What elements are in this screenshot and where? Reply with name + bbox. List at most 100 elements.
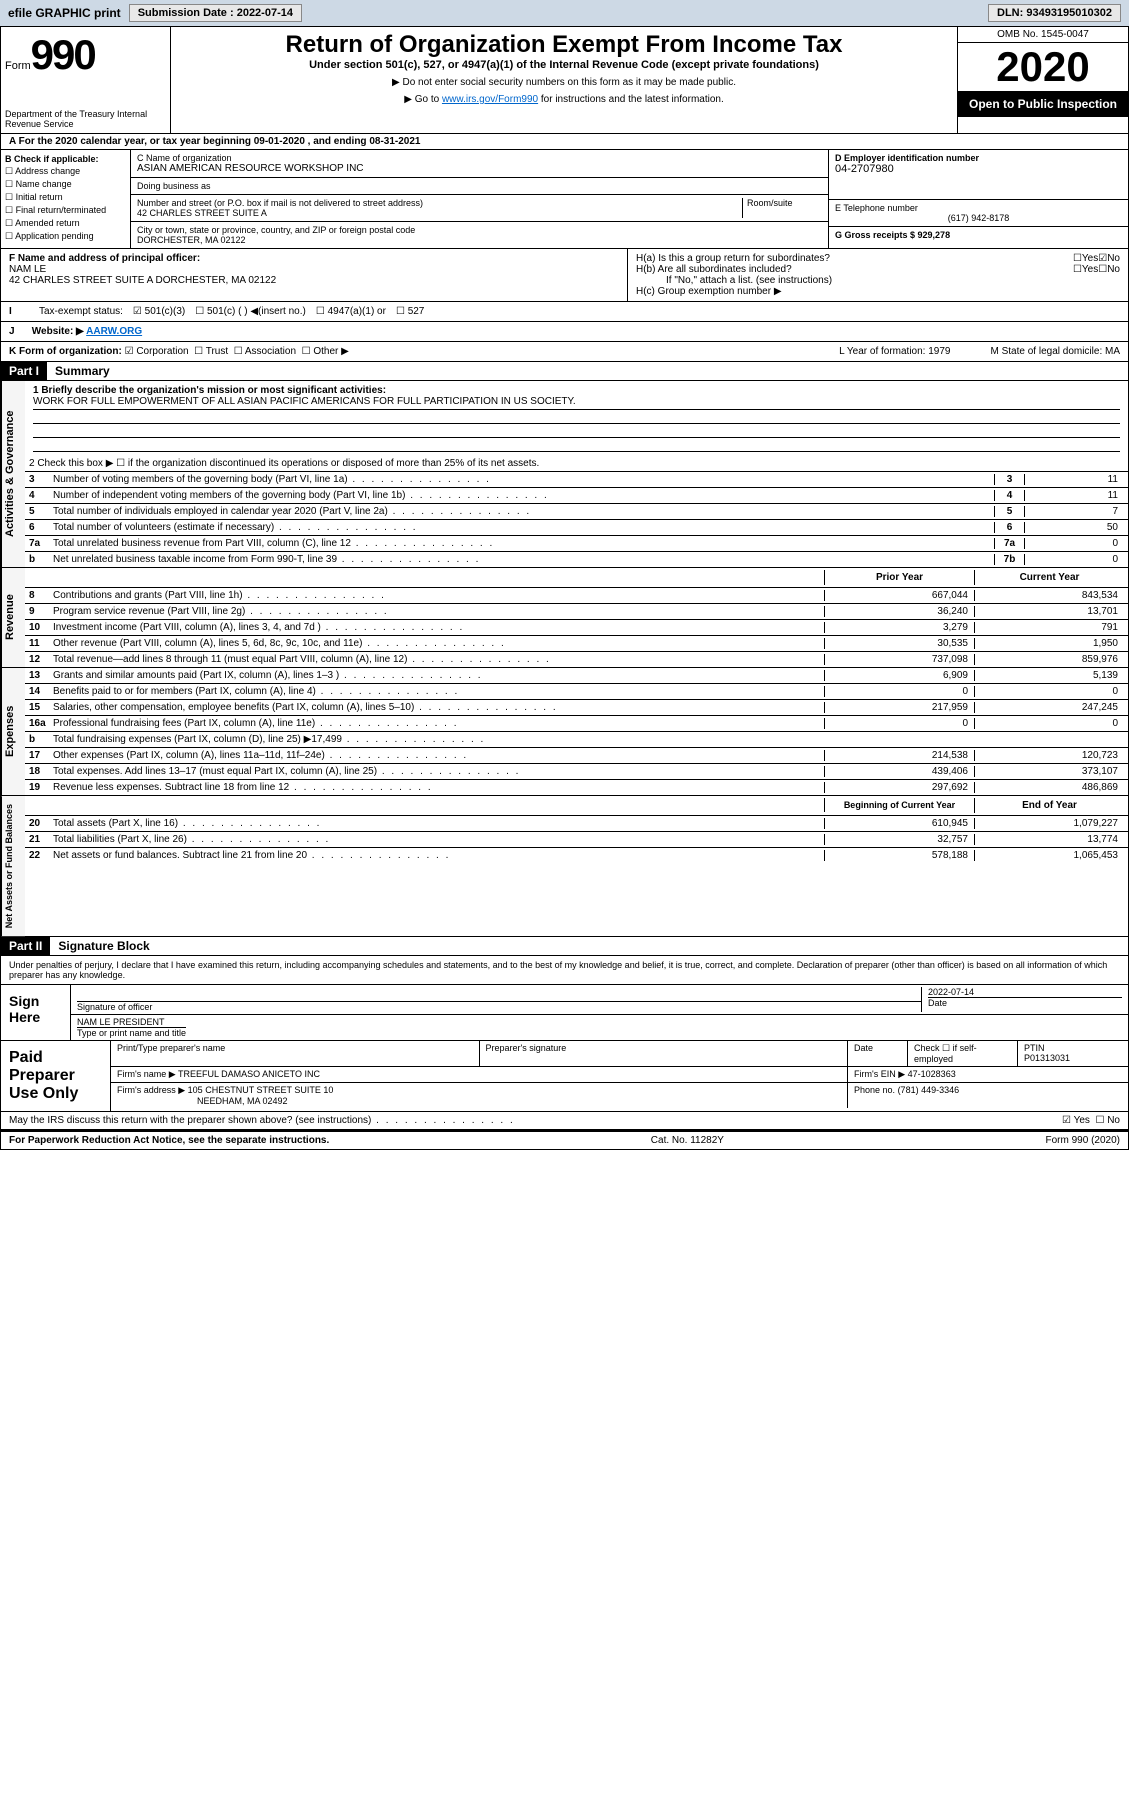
note-ssn: ▶ Do not enter social security numbers o…	[179, 77, 949, 88]
cb-501c3[interactable]: ☑ 501(c)(3)	[133, 306, 185, 317]
sig-date-value: 2022-07-14	[928, 987, 1122, 997]
exp-line-13: 13Grants and similar amounts paid (Part …	[25, 668, 1128, 684]
exp-line-18: 18Total expenses. Add lines 13–17 (must …	[25, 764, 1128, 780]
omb-number: OMB No. 1545-0047	[958, 27, 1128, 43]
officer-name: NAM LE	[9, 264, 619, 275]
tax-year-big: 2020	[958, 43, 1128, 91]
submission-date-button[interactable]: Submission Date : 2022-07-14	[129, 4, 302, 22]
form-header: Form990 Department of the Treasury Inter…	[0, 26, 1129, 134]
form-label: Form	[5, 60, 31, 72]
cb-initial-return[interactable]: ☐ Initial return	[5, 192, 126, 203]
cb-assoc[interactable]: ☐ Association	[234, 346, 296, 357]
firm-addr-label: Firm's address ▶	[117, 1085, 185, 1095]
sign-here-block: Sign Here Signature of officer 2022-07-1…	[0, 985, 1129, 1041]
cb-501c[interactable]: ☐ 501(c) ( ) ◀(insert no.)	[195, 306, 306, 317]
gov-line-3: 3Number of voting members of the governi…	[25, 472, 1128, 488]
firm-addr2: NEEDHAM, MA 02492	[117, 1096, 288, 1106]
website-label: Website: ▶	[32, 326, 84, 337]
firm-name-label: Firm's name ▶	[117, 1069, 176, 1079]
cb-no[interactable]: ☐ No	[1095, 1115, 1120, 1126]
part1-title: Summary	[47, 362, 118, 380]
cb-app-pending[interactable]: ☐ Application pending	[5, 231, 126, 242]
part2-title: Signature Block	[50, 937, 157, 955]
revenue-vert-label: Revenue	[1, 568, 25, 667]
sig-officer-label: Signature of officer	[77, 1001, 921, 1012]
gov-line-7a: 7aTotal unrelated business revenue from …	[25, 536, 1128, 552]
cb-final-return[interactable]: ☐ Final return/terminated	[5, 205, 126, 216]
officer-addr: 42 CHARLES STREET SUITE A DORCHESTER, MA…	[9, 275, 619, 286]
ha-label: H(a) Is this a group return for subordin…	[636, 253, 1073, 264]
form-subtitle: Under section 501(c), 527, or 4947(a)(1)…	[179, 59, 949, 71]
section-i-block: I Tax-exempt status: ☑ 501(c)(3) ☐ 501(c…	[0, 302, 1129, 322]
cb-other[interactable]: ☐ Other ▶	[302, 346, 349, 357]
cb-name-change[interactable]: ☐ Name change	[5, 179, 126, 190]
officer-printed-name: NAM LE PRESIDENT	[77, 1017, 186, 1027]
expenses-section: Expenses 13Grants and similar amounts pa…	[0, 668, 1129, 796]
exp-line-19: 19Revenue less expenses. Subtract line 1…	[25, 780, 1128, 795]
addr-label: Number and street (or P.O. box if mail i…	[137, 198, 742, 208]
gov-line-b: bNet unrelated business taxable income f…	[25, 552, 1128, 567]
cb-yes[interactable]: ☑ Yes	[1062, 1115, 1090, 1126]
netassets-vert-label: Net Assets or Fund Balances	[1, 796, 25, 936]
firm-addr1: 105 CHESTNUT STREET SUITE 10	[188, 1085, 334, 1095]
state-domicile: M State of legal domicile: MA	[991, 346, 1121, 357]
cb-amended[interactable]: ☐ Amended return	[5, 218, 126, 229]
cb-527[interactable]: ☐ 527	[396, 306, 424, 317]
prep-phone: (781) 449-3346	[898, 1085, 960, 1095]
dept-label: Department of the Treasury Internal Reve…	[5, 109, 166, 129]
gov-line-4: 4Number of independent voting members of…	[25, 488, 1128, 504]
cat-no: Cat. No. 11282Y	[651, 1135, 724, 1146]
room-label: Room/suite	[742, 198, 822, 218]
city-label: City or town, state or province, country…	[137, 225, 822, 235]
ptin-label: PTIN	[1024, 1043, 1045, 1053]
rev-line-11: 11Other revenue (Part VIII, column (A), …	[25, 636, 1128, 652]
tax-year-line: A For the 2020 calendar year, or tax yea…	[0, 134, 1129, 150]
form-org-label: K Form of organization:	[9, 346, 122, 357]
gov-line-5: 5Total number of individuals employed in…	[25, 504, 1128, 520]
rev-line-12: 12Total revenue—add lines 8 through 11 (…	[25, 652, 1128, 667]
rev-line-10: 10Investment income (Part VIII, column (…	[25, 620, 1128, 636]
cb-corp[interactable]: ☑ Corporation	[125, 346, 189, 357]
declaration: Under penalties of perjury, I declare th…	[0, 956, 1129, 985]
top-toolbar: efile GRAPHIC print Submission Date : 20…	[0, 0, 1129, 26]
prep-phone-label: Phone no.	[854, 1085, 895, 1095]
prep-sig-label: Preparer's signature	[480, 1041, 849, 1066]
form-title: Return of Organization Exempt From Incom…	[179, 31, 949, 59]
website-link[interactable]: AARW.ORG	[86, 326, 142, 337]
date-label: Date	[928, 997, 1122, 1008]
governance-vert-label: Activities & Governance	[1, 381, 25, 567]
form-number: 990	[31, 31, 95, 78]
gov-line-6: 6Total number of volunteers (estimate if…	[25, 520, 1128, 536]
check-self-label: Check ☐ if self-employed	[908, 1041, 1018, 1066]
prep-name-label: Print/Type preparer's name	[111, 1041, 480, 1066]
part2-header: Part II	[1, 937, 50, 955]
cb-trust[interactable]: ☐ Trust	[194, 346, 228, 357]
officer-label: F Name and address of principal officer:	[9, 253, 619, 264]
firm-ein: 47-1028363	[908, 1069, 956, 1079]
addr-value: 42 CHARLES STREET SUITE A	[137, 208, 742, 218]
section-f-block: F Name and address of principal officer:…	[0, 249, 1129, 302]
exp-line-16a: 16aProfessional fundraising fees (Part I…	[25, 716, 1128, 732]
cb-4947[interactable]: ☐ 4947(a)(1) or	[316, 306, 386, 317]
governance-section: Activities & Governance 1 Briefly descri…	[0, 381, 1129, 568]
mission-text: WORK FOR FULL EMPOWERMENT OF ALL ASIAN P…	[33, 396, 1120, 410]
ein-label: D Employer identification number	[835, 153, 1122, 163]
net-line-21: 21Total liabilities (Part X, line 26)32,…	[25, 832, 1128, 848]
part1-header: Part I	[1, 362, 47, 380]
exp-line-17: 17Other expenses (Part IX, column (A), l…	[25, 748, 1128, 764]
gross-receipts: G Gross receipts $ 929,278	[829, 227, 1128, 243]
may-irs-row: May the IRS discuss this return with the…	[0, 1112, 1129, 1130]
paid-preparer-block: Paid Preparer Use Only Print/Type prepar…	[0, 1041, 1129, 1112]
end-year-header: End of Year	[974, 798, 1124, 813]
rev-line-9: 9Program service revenue (Part VIII, lin…	[25, 604, 1128, 620]
exp-line-14: 14Benefits paid to or for members (Part …	[25, 684, 1128, 700]
cb-address-change[interactable]: ☐ Address change	[5, 166, 126, 177]
net-line-22: 22Net assets or fund balances. Subtract …	[25, 848, 1128, 863]
section-j-block: J Website: ▶ AARW.ORG	[0, 322, 1129, 342]
net-line-20: 20Total assets (Part X, line 16)610,9451…	[25, 816, 1128, 832]
form-footer: Form 990 (2020)	[1046, 1135, 1120, 1146]
irs-link[interactable]: www.irs.gov/Form990	[442, 94, 538, 105]
type-name-label: Type or print name and title	[77, 1027, 186, 1038]
exp-line-15: 15Salaries, other compensation, employee…	[25, 700, 1128, 716]
dln-button[interactable]: DLN: 93493195010302	[988, 4, 1121, 22]
